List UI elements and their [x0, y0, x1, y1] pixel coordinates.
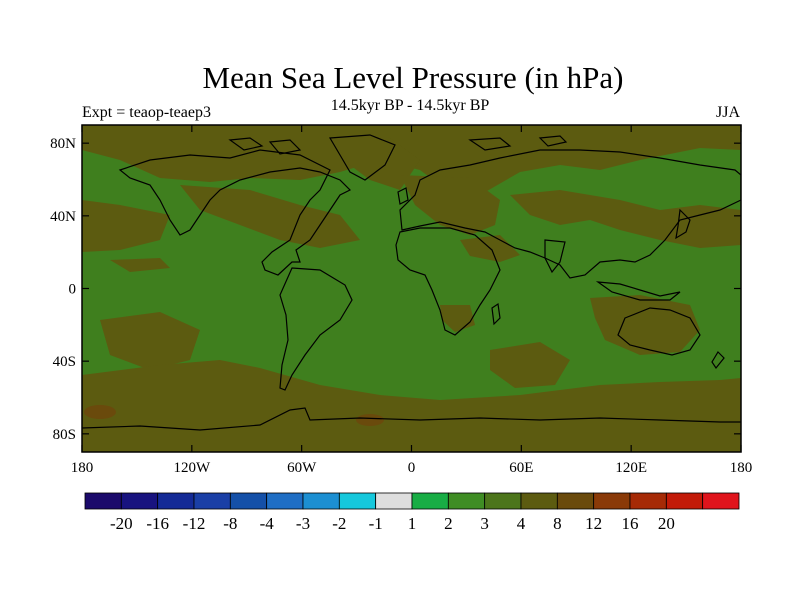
colorbar-label: 20	[658, 514, 675, 533]
coastline-madagascar	[491, 302, 501, 326]
colorbar-swatch	[229, 492, 268, 510]
colorbar-swatch	[266, 492, 304, 510]
colorbar-label: -4	[260, 514, 275, 533]
coastline-eurasia	[399, 149, 741, 279]
colorbar-label: 4	[517, 514, 526, 533]
colorbar-label: -12	[183, 514, 206, 533]
coastline-india	[544, 239, 566, 274]
colorbar-swatch	[484, 492, 522, 510]
lat-tick-label: 0	[69, 282, 77, 298]
coastline-africa	[395, 227, 501, 336]
lat-tick-label: 40S	[53, 354, 76, 370]
coastline-antarctica	[82, 407, 741, 431]
colorbar-label: 3	[480, 514, 489, 533]
colorbar-swatch	[375, 492, 413, 510]
colorbar-label: 16	[622, 514, 639, 533]
coastline-arctic-islands	[228, 135, 568, 155]
axis-labels: 80N 40N 0 40S 80S 180 120W 60W 0 60E 120E 180	[50, 136, 752, 476]
colorbar-label: -1	[369, 514, 383, 533]
lon-tick-label: 60E	[509, 460, 533, 476]
colorbar-label: 12	[585, 514, 602, 533]
anomaly-region-europe	[400, 175, 500, 235]
colorbar-swatch	[120, 492, 159, 510]
season-label: JJA	[715, 104, 740, 121]
colorbar-label: -20	[110, 514, 133, 533]
colorbar-swatch	[702, 492, 740, 510]
colorbar-swatch	[411, 492, 449, 510]
coastline-north-america	[118, 149, 352, 276]
lon-tick-label: 180	[71, 460, 94, 476]
coastline-australia	[617, 307, 701, 356]
colorbar-label: -2	[332, 514, 346, 533]
colorbar-swatch	[629, 492, 667, 510]
colorbar-swatch	[447, 492, 486, 510]
colorbar-label: -8	[223, 514, 237, 533]
lon-tick-label: 180	[730, 460, 753, 476]
anomaly-region-south-indian	[490, 342, 570, 388]
anomaly-region-south-pacific	[100, 312, 200, 370]
map-panel	[82, 125, 741, 452]
pressure-high-anomaly-spots	[84, 405, 384, 426]
colorbar-swatch	[556, 492, 595, 510]
coastline-japan	[675, 208, 691, 240]
experiment-label: Expt = teaop-teaep3	[82, 104, 211, 121]
lat-tick-label: 40N	[50, 209, 76, 225]
colorbar-label: 2	[444, 514, 453, 533]
lon-tick-label: 120E	[615, 460, 647, 476]
colorbar-swatch	[302, 492, 340, 510]
plot-subtitle: 14.5kyr BP - 14.5kyr BP	[330, 97, 490, 114]
lon-tick-label: 120W	[173, 460, 211, 476]
lon-tick-label: 60W	[287, 460, 317, 476]
colorbar-label: 8	[553, 514, 562, 533]
axis-ticks	[81, 125, 742, 452]
colorbar-swatch	[157, 492, 195, 510]
colorbar	[84, 492, 740, 510]
lat-tick-label: 80S	[53, 427, 76, 443]
coastline-south-america	[279, 267, 353, 391]
coastline-new-zealand	[711, 351, 725, 370]
pressure-anomaly-regions	[82, 125, 741, 452]
coastline-greenland	[328, 134, 396, 181]
anomaly-spot-ross-sea	[84, 405, 116, 419]
coastline-british-isles	[397, 187, 409, 205]
coastline-indonesia	[595, 281, 681, 301]
colorbar-swatch	[84, 492, 122, 510]
colorbar-swatch	[593, 492, 631, 510]
anomaly-region-antarctica	[82, 420, 741, 452]
colorbar-label: 1	[408, 514, 417, 533]
anomaly-spot-weddell-sea	[356, 414, 384, 426]
lat-tick-label: 80N	[50, 136, 76, 152]
anomaly-region-greenland	[330, 135, 420, 190]
coastlines	[82, 134, 741, 431]
colorbar-swatch	[193, 492, 231, 510]
colorbar-swatch	[665, 492, 704, 510]
plot-title: Mean Sea Level Pressure (in hPa)	[202, 60, 624, 95]
lon-tick-label: 0	[408, 460, 416, 476]
anomaly-region-australia	[590, 295, 700, 355]
colorbar-label: -16	[146, 514, 169, 533]
colorbar-label: -3	[296, 514, 310, 533]
anomaly-region-north-pacific	[82, 200, 170, 252]
colorbar-swatch	[338, 492, 377, 510]
colorbar-labels: -20 -16 -12 -8 -4 -3 -2 -1 1 2 3 4 8 12 16 20	[110, 514, 675, 533]
anomaly-region-east-pacific	[110, 258, 170, 272]
colorbar-swatch	[520, 492, 558, 510]
